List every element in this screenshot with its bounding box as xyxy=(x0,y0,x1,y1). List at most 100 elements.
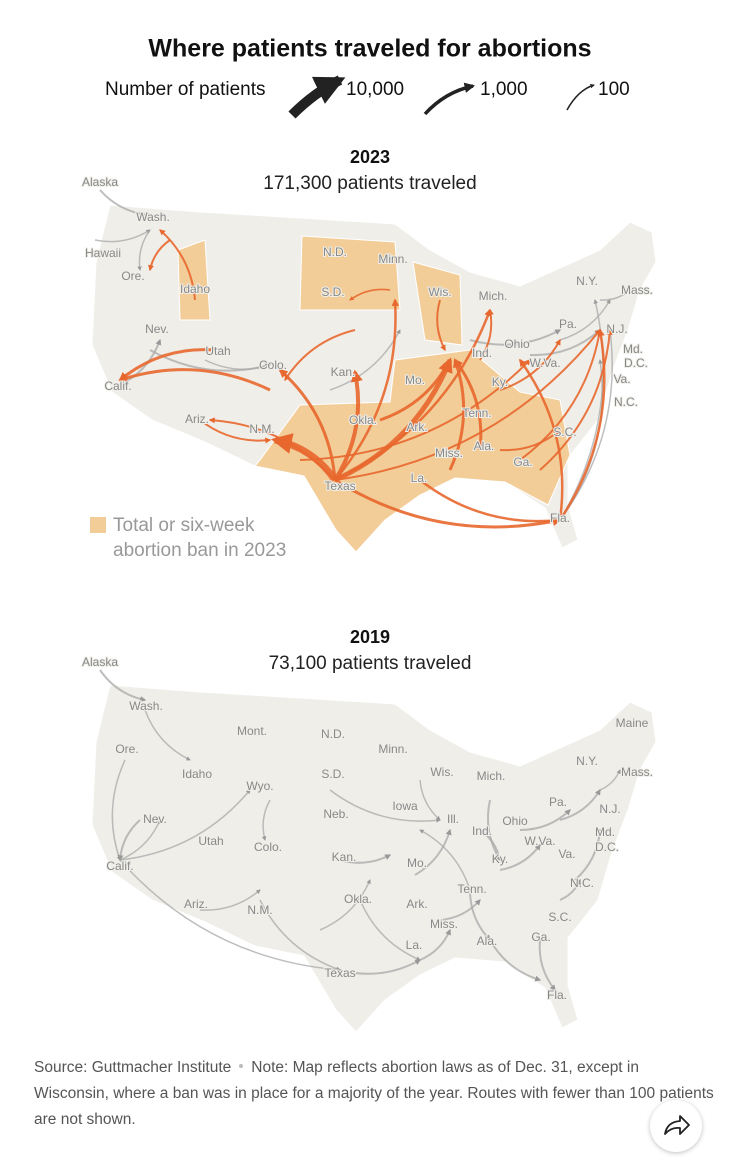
state-label: Ala. xyxy=(477,934,498,948)
legend-item: 10,000 xyxy=(346,79,404,100)
state-label: Mass. xyxy=(621,765,653,779)
state-label: Miss. xyxy=(430,917,458,931)
route xyxy=(99,669,147,702)
route xyxy=(529,329,601,357)
route xyxy=(479,308,494,361)
graphic: Where patients traveled for abortions Nu… xyxy=(81,35,657,1033)
state-label: Ore. xyxy=(115,742,138,756)
route xyxy=(469,889,491,941)
state-label: N.J. xyxy=(599,802,620,816)
state-label: Mo. xyxy=(405,373,425,387)
state-label: Colo. xyxy=(254,840,282,854)
route xyxy=(499,429,561,452)
route xyxy=(334,478,562,529)
route xyxy=(261,799,271,841)
state-label: Ala. xyxy=(474,439,495,453)
state-label: Wash. xyxy=(129,699,163,713)
route xyxy=(519,809,571,831)
route xyxy=(299,359,531,461)
ban-swatch xyxy=(90,517,106,533)
route xyxy=(319,879,371,931)
state-label: Kan. xyxy=(332,850,357,864)
route xyxy=(199,889,261,911)
state-label: Minn. xyxy=(378,252,407,266)
state-label: D.C. xyxy=(595,840,619,854)
state-label: S.C. xyxy=(548,910,571,924)
state-label: Okla. xyxy=(344,892,372,906)
ban-region xyxy=(412,261,463,346)
route xyxy=(117,819,141,862)
route xyxy=(436,299,446,352)
route xyxy=(144,709,191,761)
state-label: Kan. xyxy=(331,365,356,379)
legend-arrow xyxy=(423,82,476,116)
state-label: Idaho xyxy=(182,767,212,781)
note: Note: Map reflects abortion laws as of D… xyxy=(34,1059,714,1128)
route xyxy=(439,899,481,921)
route xyxy=(414,828,452,876)
route xyxy=(489,939,542,982)
route xyxy=(204,359,271,370)
state-label: W.Va. xyxy=(529,356,560,370)
state-label: Calif. xyxy=(104,379,131,393)
state-label: La. xyxy=(406,938,423,952)
state-label: Va. xyxy=(558,847,575,861)
state-label: Alaska xyxy=(82,175,118,189)
route xyxy=(599,289,631,301)
map-year: 2019 xyxy=(350,627,390,647)
state-label: Tenn. xyxy=(457,882,486,896)
route xyxy=(419,479,562,525)
route xyxy=(558,328,606,521)
ban-region xyxy=(299,235,401,311)
state-label: N.C. xyxy=(614,395,638,409)
state-label: Utah xyxy=(205,344,230,358)
separator xyxy=(239,1064,244,1069)
legend-item: 100 xyxy=(598,79,630,100)
route xyxy=(469,329,562,346)
state-label: N.D. xyxy=(321,727,345,741)
state-label: Wyo. xyxy=(246,779,273,793)
route xyxy=(349,288,391,301)
state-label: Calif. xyxy=(106,859,133,873)
route xyxy=(119,819,161,861)
state-label: Ore. xyxy=(121,269,144,283)
state-label: W.Va. xyxy=(524,834,555,848)
title: Where patients traveled for abortions xyxy=(148,35,591,63)
route xyxy=(419,779,441,821)
state-label: N.D. xyxy=(323,245,347,259)
route xyxy=(259,899,341,971)
route xyxy=(518,358,564,521)
state-label: Ga. xyxy=(531,930,550,944)
state-label: Wis. xyxy=(430,765,453,779)
route xyxy=(359,899,421,961)
state-label: Texas xyxy=(324,479,355,493)
route xyxy=(119,789,251,861)
state-label: Idaho xyxy=(180,282,210,296)
state-label: Mich. xyxy=(477,769,506,783)
state-label: Miss. xyxy=(435,446,463,460)
state-label: N.J. xyxy=(606,322,627,336)
route xyxy=(379,358,452,422)
route xyxy=(334,308,492,482)
route xyxy=(284,329,356,382)
route xyxy=(339,959,422,975)
route xyxy=(199,419,272,444)
route xyxy=(499,338,561,391)
route xyxy=(137,229,151,271)
route xyxy=(94,229,151,243)
route xyxy=(118,368,271,392)
route xyxy=(111,759,126,861)
route xyxy=(453,358,483,451)
route xyxy=(519,328,603,461)
route xyxy=(334,298,400,481)
source: Source: Guttmacher Institute xyxy=(34,1059,232,1076)
share-button[interactable] xyxy=(650,1100,702,1152)
route xyxy=(419,829,471,891)
state-label: N.Y. xyxy=(576,754,598,768)
ban-region xyxy=(177,239,211,321)
state-label: Fla. xyxy=(547,988,567,1002)
state-label: Mich. xyxy=(479,289,508,303)
state-label: Mont. xyxy=(237,724,267,738)
state-label: Alaska xyxy=(82,655,118,669)
